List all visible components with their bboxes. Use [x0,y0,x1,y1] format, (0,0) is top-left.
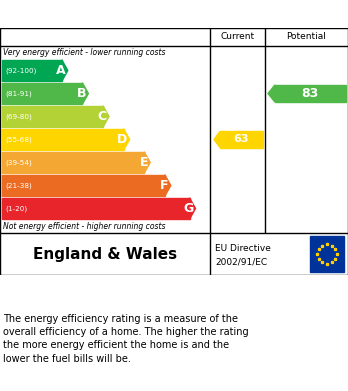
Text: (69-80): (69-80) [5,113,32,120]
Text: B: B [77,87,86,100]
Text: E: E [140,156,148,169]
Text: (92-100): (92-100) [5,67,37,74]
Text: Potential: Potential [286,32,326,41]
Text: D: D [117,133,128,146]
Bar [275,85,346,102]
Bar [2,175,165,196]
Text: EU Directive: EU Directive [215,244,271,253]
Bar [2,129,124,150]
Text: Very energy efficient - lower running costs: Very energy efficient - lower running co… [3,48,166,57]
Text: 83: 83 [301,87,319,100]
Polygon shape [190,198,196,219]
Polygon shape [103,106,109,127]
Polygon shape [124,129,129,150]
Bar [2,152,144,173]
Bar [2,60,62,81]
Text: G: G [183,202,193,215]
Text: Not energy efficient - higher running costs: Not energy efficient - higher running co… [3,222,166,231]
Polygon shape [62,60,68,81]
Text: (21-38): (21-38) [5,182,32,189]
Text: 2002/91/EC: 2002/91/EC [215,258,267,267]
Text: (81-91): (81-91) [5,90,32,97]
Bar [220,131,263,147]
Text: Current: Current [220,32,255,41]
Text: England & Wales: England & Wales [33,246,177,262]
Polygon shape [214,131,220,147]
Bar [310,236,344,272]
Polygon shape [144,152,150,173]
Text: C: C [98,110,107,123]
Text: The energy efficiency rating is a measure of the
overall efficiency of a home. T: The energy efficiency rating is a measur… [3,314,249,364]
Text: (1-20): (1-20) [5,205,27,212]
Bar [2,83,82,104]
Text: F: F [160,179,169,192]
Bar [2,106,103,127]
Bar [2,198,190,219]
Text: (39-54): (39-54) [5,159,32,166]
Text: 63: 63 [234,135,249,145]
Text: (55-68): (55-68) [5,136,32,143]
Polygon shape [268,85,275,102]
Polygon shape [82,83,88,104]
Text: Energy Efficiency Rating: Energy Efficiency Rating [7,7,198,21]
Text: A: A [56,64,66,77]
Polygon shape [165,175,171,196]
